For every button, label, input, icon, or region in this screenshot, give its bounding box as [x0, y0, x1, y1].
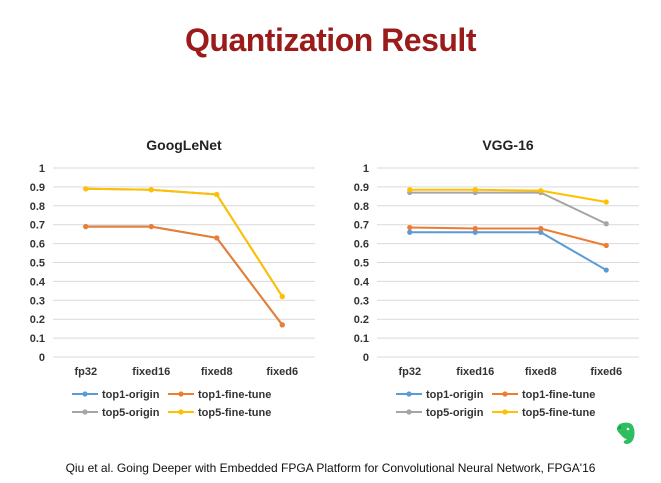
data-point-top1-origin [407, 229, 413, 235]
data-point-top1-fine-tune [214, 235, 220, 241]
legend-label: top5-fine-tune [522, 407, 595, 419]
x-tick-label: fixed16 [456, 366, 494, 378]
citation-text: Qiu et al. Going Deeper with Embedded FP… [65, 461, 596, 475]
data-point-top1-fine-tune [279, 322, 285, 328]
data-point-top1-fine-tune [538, 225, 544, 232]
data-point-top5-fine-tune [538, 188, 544, 194]
data-point-top1-origin [603, 267, 609, 273]
series-line-top1-origin [85, 225, 284, 326]
data-point-top1-origin [472, 229, 478, 235]
x-tick-label: fixed8 [201, 366, 233, 378]
y-tick-label: 1 [363, 163, 369, 175]
x-tick-label: fp32 [398, 366, 421, 378]
y-tick-label: 0.8 [354, 201, 369, 213]
y-tick-label: 0 [363, 352, 369, 364]
data-point-top1-fine-tune [148, 223, 154, 230]
data-point-top5-fine-tune [214, 191, 220, 198]
x-tick-label: fixed6 [590, 366, 622, 378]
y-tick-label: 0.7 [30, 220, 45, 232]
data-point-top5-fine-tune [83, 186, 89, 192]
legend-marker [406, 391, 412, 397]
y-tick-label: 0.8 [30, 201, 45, 213]
y-tick-label: 0.1 [30, 333, 45, 345]
googlenet-chart: GoogLeNet 0 0.1 0.2 0.3 0.4 0.5 0.6 0.7 0.8 0.9 1 fp… [30, 137, 315, 419]
x-tick-label: fixed8 [525, 366, 557, 378]
data-point-top5-fine-tune [407, 187, 413, 193]
y-tick-label: 0.9 [354, 182, 369, 194]
series-line-top1-origin [409, 231, 607, 271]
slide-title: Quantization Result [185, 22, 476, 58]
y-tick-label: 0.2 [354, 314, 369, 326]
data-point-top1-fine-tune [407, 224, 413, 231]
y-tick-label: 0.3 [354, 295, 369, 307]
y-tick-label: 0.4 [30, 276, 46, 288]
data-point-top1-fine-tune [472, 225, 478, 232]
y-tick-label: 0.3 [30, 295, 45, 307]
legend-label: top5-fine-tune [198, 407, 271, 419]
x-tick-label: fixed16 [132, 366, 170, 378]
data-point-top5-fine-tune [148, 187, 154, 193]
y-tick-label: 0.6 [30, 239, 45, 251]
series-line-top5-fine-tune [85, 187, 284, 298]
y-tick-label: 0.9 [30, 182, 45, 194]
legend-marker [178, 391, 184, 397]
data-point-top1-origin [538, 229, 544, 235]
legend-label: top5-origin [426, 407, 484, 419]
legend-marker [502, 391, 508, 397]
data-point-top5-origin [603, 221, 609, 227]
data-point-top1-fine-tune [603, 242, 609, 249]
vgg16-chart: VGG-16 0 0.1 0.2 0.3 0.4 0.5 0.6 0.7 0.8 0.9 1 fp32 f… [354, 137, 639, 419]
y-tick-label: 0.5 [30, 258, 45, 270]
data-point-top5-fine-tune [603, 199, 609, 205]
y-tick-label: 0.2 [30, 314, 45, 326]
data-point-top5-fine-tune [472, 187, 478, 193]
x-tick-label: fixed6 [266, 366, 298, 378]
y-tick-label: 0.1 [354, 333, 369, 345]
series-line-top5-origin [409, 191, 607, 225]
legend-marker [82, 391, 88, 397]
y-tick-label: 0.4 [354, 276, 370, 288]
chart-title: GoogLeNet [146, 137, 222, 153]
series-line-top5-fine-tune [409, 188, 607, 204]
legend-marker [82, 409, 88, 415]
y-tick-label: 1 [39, 163, 45, 175]
legend-marker [502, 409, 508, 415]
legend-marker [178, 409, 184, 415]
series-line-top1-fine-tune [409, 226, 607, 247]
y-tick-label: 0.7 [354, 220, 369, 232]
legend-label: top5-origin [102, 407, 160, 419]
chart-title: VGG-16 [482, 137, 534, 153]
x-tick-label: fp32 [74, 366, 97, 378]
y-tick-label: 0 [39, 352, 45, 364]
legend-marker [406, 409, 412, 415]
data-point-top5-fine-tune [279, 293, 285, 300]
y-tick-label: 0.5 [354, 258, 369, 270]
legend-label: top1-fine-tune [522, 389, 595, 401]
series-line-top5-origin [85, 187, 284, 298]
y-tick-label: 0.6 [354, 239, 369, 251]
legend-label: top1-origin [426, 389, 484, 401]
evernote-elephant-icon [617, 422, 635, 444]
data-point-top1-fine-tune [83, 223, 89, 230]
legend-label: top1-fine-tune [198, 389, 271, 401]
series-line-top1-fine-tune [85, 225, 284, 326]
legend-label: top1-origin [102, 389, 160, 401]
